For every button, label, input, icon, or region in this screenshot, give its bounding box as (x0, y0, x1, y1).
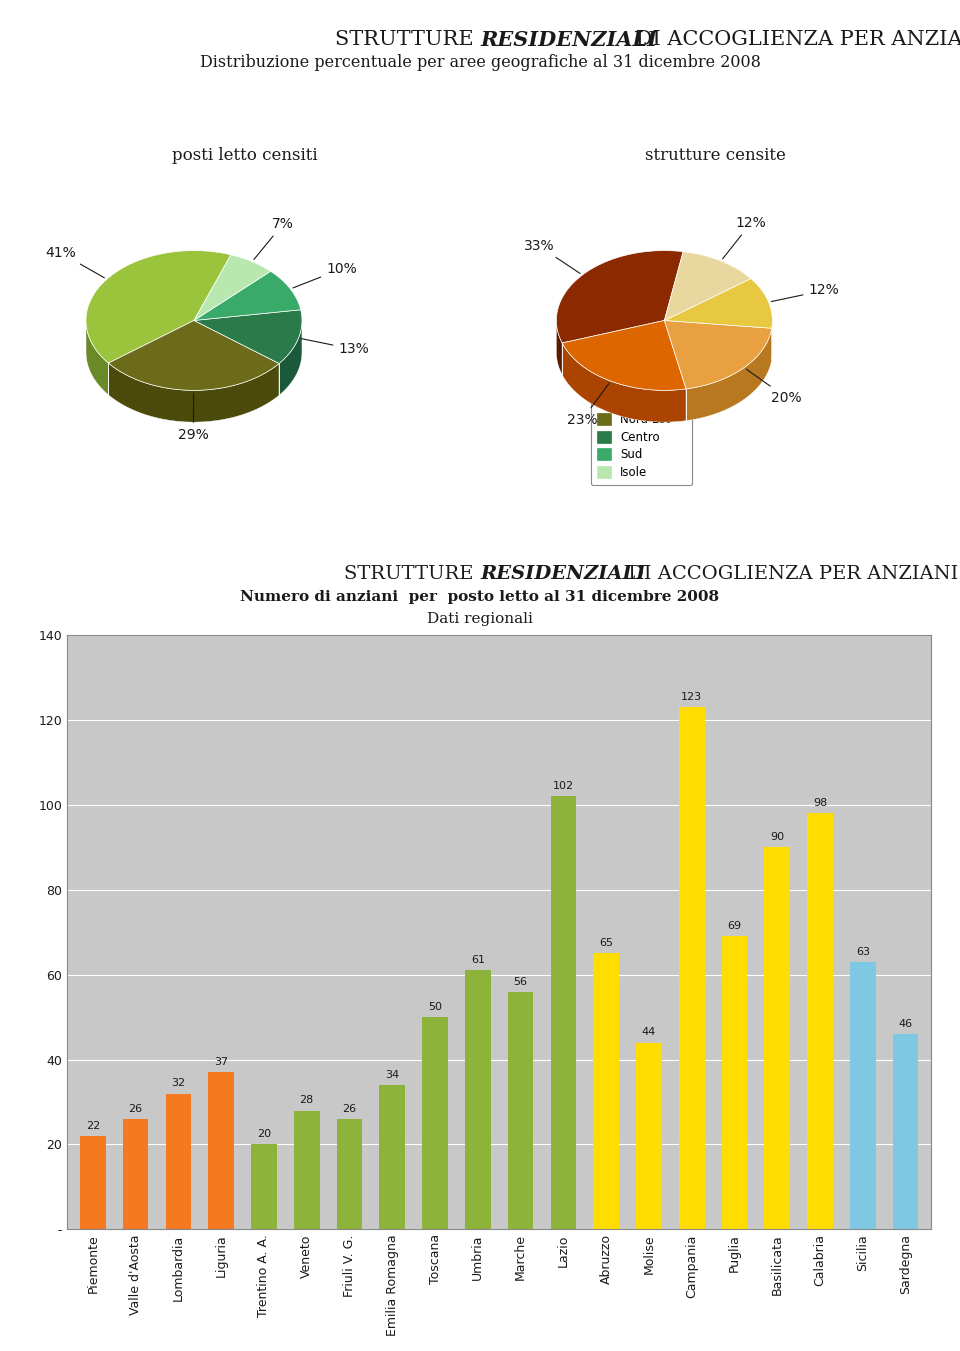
Bar (379, 1085, 405, 1229)
Bar (422, 1017, 448, 1229)
Text: 20%: 20% (746, 369, 802, 404)
Bar (550, 796, 576, 1229)
Bar (123, 1119, 149, 1229)
Text: 10%: 10% (293, 262, 357, 288)
Text: 56: 56 (514, 977, 528, 986)
Polygon shape (557, 320, 563, 374)
Text: 32: 32 (171, 1078, 185, 1089)
Text: Distribuzione percentuale per aree geografiche al 31 dicembre 2008: Distribuzione percentuale per aree geogr… (200, 54, 760, 72)
Polygon shape (563, 320, 686, 390)
Bar (722, 936, 747, 1229)
Polygon shape (86, 250, 231, 363)
Text: 44: 44 (642, 1028, 656, 1038)
Text: 46: 46 (899, 1019, 913, 1029)
Bar (508, 992, 534, 1229)
Text: STRUTTURE: STRUTTURE (345, 565, 480, 582)
Bar (807, 813, 833, 1229)
Text: 123: 123 (681, 692, 702, 703)
Bar (465, 970, 491, 1229)
Text: Numero di anziani  per  posto letto al 31 dicembre 2008: Numero di anziani per posto letto al 31 … (240, 590, 720, 604)
Text: 33%: 33% (523, 239, 580, 273)
Bar (893, 1034, 919, 1229)
Text: 20: 20 (257, 1129, 271, 1139)
Text: Dati regionali: Dati regionali (427, 612, 533, 626)
Text: 65: 65 (599, 939, 613, 948)
Text: 61: 61 (470, 955, 485, 966)
Text: STRUTTURE: STRUTTURE (335, 30, 480, 49)
Bar (679, 707, 705, 1229)
Text: 50: 50 (428, 1002, 442, 1012)
Legend: Nord Ovest, Nord Est, Centro, Sud, Isole: Nord Ovest, Nord Est, Centro, Sud, Isole (590, 389, 692, 485)
Polygon shape (557, 250, 684, 343)
Text: DI ACCOGLIENZA PER ANZIANI: DI ACCOGLIENZA PER ANZIANI (629, 30, 960, 49)
Bar (294, 1111, 320, 1229)
Polygon shape (279, 319, 302, 396)
Text: DI ACCOGLIENZA PER ANZIANI: DI ACCOGLIENZA PER ANZIANI (622, 565, 958, 582)
Bar (208, 1073, 234, 1229)
Text: 26: 26 (129, 1104, 143, 1115)
Polygon shape (194, 255, 271, 320)
Text: 12%: 12% (723, 216, 766, 259)
Polygon shape (664, 320, 772, 389)
Text: 102: 102 (553, 781, 574, 792)
Bar (593, 954, 619, 1229)
Polygon shape (108, 363, 279, 422)
Text: 7%: 7% (254, 218, 294, 259)
Polygon shape (563, 343, 686, 422)
Polygon shape (194, 309, 302, 363)
Text: 28: 28 (300, 1096, 314, 1105)
Polygon shape (108, 320, 279, 390)
Text: 34: 34 (385, 1070, 399, 1079)
Polygon shape (686, 328, 772, 420)
Text: 12%: 12% (771, 284, 839, 301)
Text: 26: 26 (343, 1104, 356, 1115)
Text: 22: 22 (85, 1121, 100, 1131)
Bar (850, 962, 876, 1229)
Bar (636, 1043, 661, 1229)
Polygon shape (664, 278, 773, 328)
Bar (80, 1136, 106, 1229)
Text: 98: 98 (813, 798, 828, 808)
Text: 37: 37 (214, 1058, 228, 1067)
Text: RESIDENZIALI: RESIDENZIALI (480, 30, 657, 50)
Bar (252, 1144, 276, 1229)
Bar (165, 1093, 191, 1229)
Polygon shape (664, 251, 751, 320)
Text: RESIDENZIALI: RESIDENZIALI (480, 565, 645, 582)
Title: strutture censite: strutture censite (645, 147, 785, 163)
Text: 29%: 29% (178, 393, 208, 442)
Polygon shape (194, 272, 300, 320)
Text: 41%: 41% (45, 246, 105, 278)
Text: 23%: 23% (567, 384, 609, 427)
Polygon shape (86, 319, 108, 394)
Text: 63: 63 (855, 947, 870, 957)
Text: 13%: 13% (301, 339, 370, 357)
Bar (764, 847, 790, 1229)
Text: 69: 69 (728, 921, 741, 931)
Text: 90: 90 (770, 832, 784, 842)
Title: posti letto censiti: posti letto censiti (172, 147, 318, 163)
Bar (337, 1119, 362, 1229)
